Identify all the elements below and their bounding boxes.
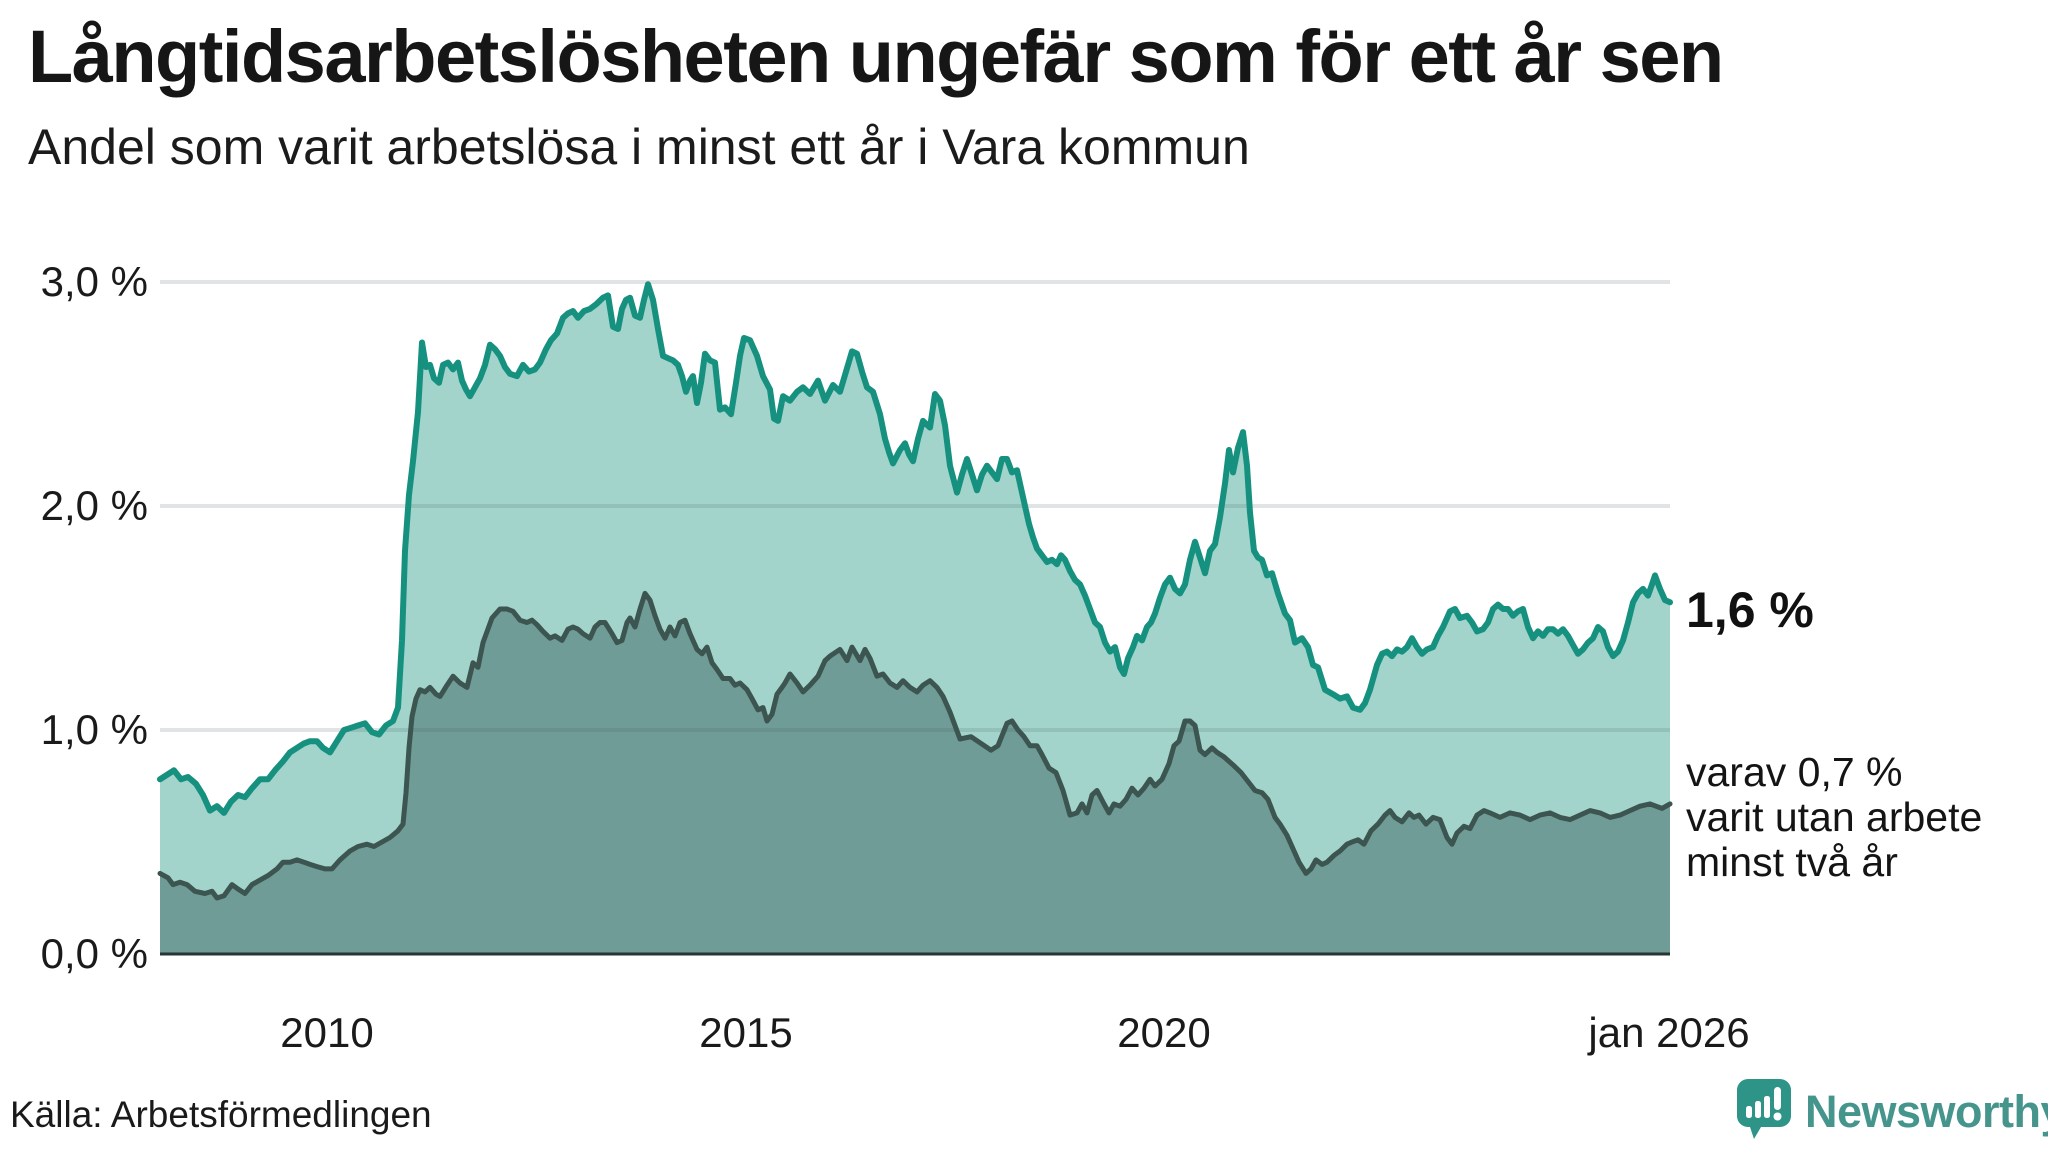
x-axis-label-2015: 2015	[699, 1009, 793, 1056]
latest-total-value-label: 1,6 %	[1686, 582, 1814, 638]
newsworthy-wordmark: Newsworthy	[1805, 1085, 2048, 1137]
note-line-2: varit utan arbete	[1686, 794, 1983, 840]
note-line-1: varav 0,7 %	[1686, 749, 1903, 795]
note-line-3: minst två år	[1686, 839, 1898, 885]
x-axis-label-2010: 2010	[280, 1009, 374, 1056]
y-axis-label-2: 2,0 %	[40, 482, 148, 529]
x-axis-label-jan2026: jan 2026	[1588, 1009, 1750, 1056]
newsworthy-logo-icon	[1735, 1078, 1793, 1145]
page-subtitle: Andel som varit arbetslösa i minst ett å…	[28, 119, 1250, 175]
page-title: Långtidsarbetslösheten ungefär som för e…	[28, 15, 1724, 98]
y-axis-label-0: 0,0 %	[40, 930, 148, 977]
y-axis-label-3: 3,0 %	[40, 258, 148, 305]
newsworthy-brand: Newsworthy	[1735, 1078, 2048, 1145]
y-axis-label-1: 1,0 %	[40, 706, 148, 753]
x-axis-label-2020: 2020	[1117, 1009, 1211, 1056]
source-caption: Källa: Arbetsförmedlingen	[10, 1094, 432, 1135]
